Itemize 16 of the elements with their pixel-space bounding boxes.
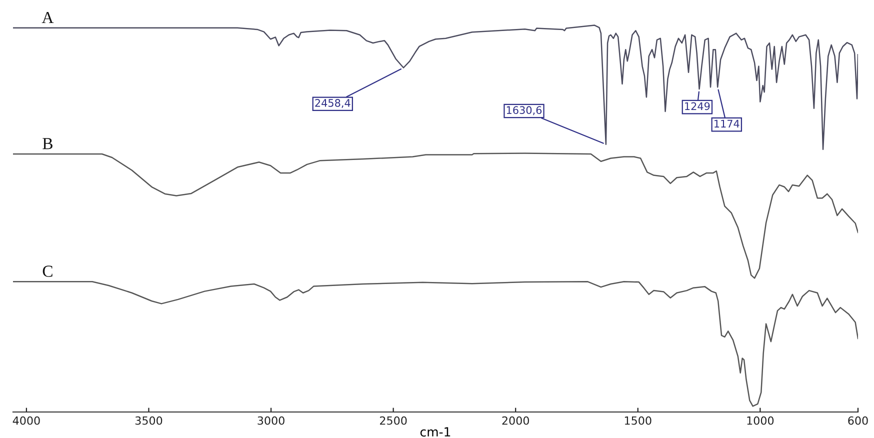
x-tick-label: 2500 xyxy=(380,416,407,425)
x-tick-label: 2000 xyxy=(502,416,529,425)
x-tick-label: 600 xyxy=(848,416,868,425)
x-tick-label: 1000 xyxy=(747,416,774,425)
annotation: 1174 xyxy=(714,120,740,128)
x-tick-label: 3500 xyxy=(135,416,162,425)
x-tick-label: 4000 xyxy=(12,416,40,425)
series-label: A xyxy=(42,12,54,23)
series-label: B xyxy=(42,138,52,150)
x-tick-label: 3000 xyxy=(258,416,284,425)
x-tick-label: 1500 xyxy=(624,416,652,425)
annotation: 2458,4 xyxy=(315,99,350,108)
annotation: 1249 xyxy=(685,102,710,110)
annotation: 1630,6 xyxy=(506,106,542,116)
series-label: C xyxy=(42,266,52,277)
x-axis-title: cm-1 xyxy=(420,427,450,437)
